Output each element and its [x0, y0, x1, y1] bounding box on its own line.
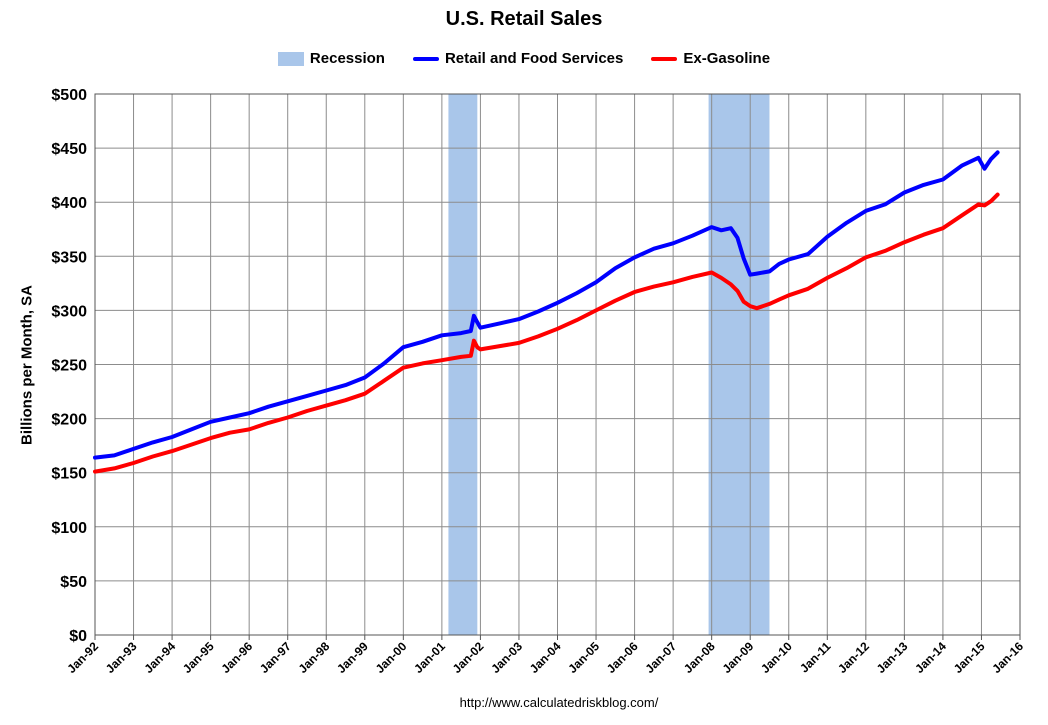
x-tick-label-11: Jan-03: [488, 639, 525, 676]
x-tick-label-3: Jan-95: [180, 639, 217, 676]
x-tick-label-10: Jan-02: [450, 639, 487, 676]
x-tick-label-9: Jan-01: [411, 639, 448, 676]
y-tick-label-1: $50: [60, 574, 87, 591]
chart-title: U.S. Retail Sales: [445, 8, 603, 30]
x-tick-label-4: Jan-96: [218, 639, 255, 676]
legend-item-retail: Retail and Food Services: [412, 50, 624, 67]
x-tick-label-22: Jan-14: [912, 639, 949, 676]
legend-swatch-recession: [277, 51, 304, 66]
legend-label-ex-gasoline: Ex-Gasoline: [683, 50, 771, 67]
x-tick-label-6: Jan-98: [296, 639, 333, 676]
x-tick-label-16: Jan-08: [681, 639, 718, 676]
y-tick-label-2: $100: [51, 520, 87, 537]
source-url: http://www.calculatedriskblog.com/: [459, 695, 659, 710]
x-tick-label-5: Jan-97: [257, 639, 294, 676]
y-tick-label-7: $350: [51, 249, 87, 266]
y-tick-label-4: $200: [51, 412, 87, 429]
y-tick-label-5: $250: [51, 358, 87, 375]
plot-frame: [94, 93, 1021, 636]
x-tick-label-15: Jan-07: [642, 639, 679, 676]
x-tick-label-12: Jan-04: [527, 639, 564, 676]
legend-swatch-ex-gasoline: [651, 56, 678, 61]
x-tick-label-19: Jan-11: [797, 639, 834, 676]
legend-label-retail: Retail and Food Services: [444, 50, 624, 67]
x-tick-label-13: Jan-05: [565, 639, 602, 676]
x-tick-label-21: Jan-13: [874, 639, 911, 676]
y-tick-label-9: $450: [51, 141, 87, 158]
x-tick-label-18: Jan-10: [758, 639, 795, 676]
x-tick-label-1: Jan-93: [103, 639, 140, 676]
x-tick-label-17: Jan-09: [720, 639, 757, 676]
x-tick-label-7: Jan-99: [334, 639, 371, 676]
y-tick-label-0: $0: [69, 628, 87, 645]
series-line-retail: [93, 150, 1000, 460]
legend-item-ex-gasoline: Ex-Gasoline: [651, 50, 770, 67]
x-tick-label-14: Jan-06: [604, 639, 641, 676]
y-tick-label-6: $300: [51, 303, 87, 320]
x-tick-label-23: Jan-15: [951, 639, 988, 676]
legend-swatch-retail: [412, 56, 439, 61]
legend-item-recession: Recession: [277, 50, 385, 67]
x-tick-label-24: Jan-16: [989, 639, 1026, 676]
legend: Recession Retail and Food Services Ex-Ga…: [0, 50, 1048, 67]
y-tick-label-8: $400: [51, 195, 87, 212]
x-tick-label-2: Jan-94: [141, 639, 178, 676]
y-tick-label-3: $150: [51, 466, 87, 483]
series-line-ex-gasoline: [93, 192, 1000, 474]
y-tick-label-10: $500: [51, 87, 87, 104]
x-tick-label-8: Jan-00: [373, 639, 410, 676]
legend-label-recession: Recession: [309, 50, 385, 67]
x-tick-label-20: Jan-12: [835, 639, 872, 676]
